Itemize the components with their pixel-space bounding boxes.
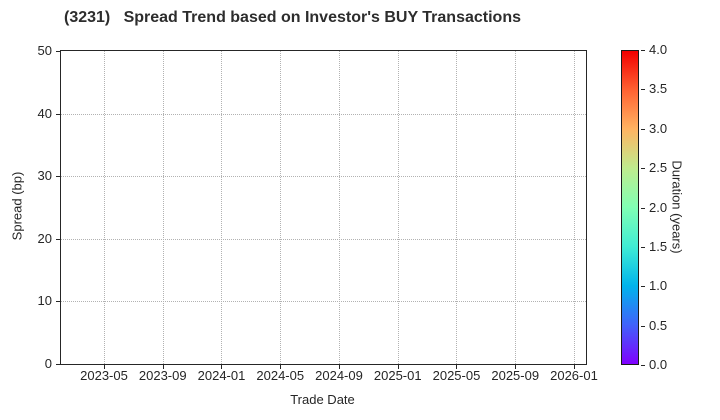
colorbar bbox=[621, 50, 639, 365]
x-tick-mark bbox=[573, 365, 575, 369]
y-tick-mark bbox=[56, 301, 60, 303]
gridline-x bbox=[456, 51, 458, 364]
gridline-x bbox=[103, 51, 105, 364]
chart-title: (3231) Spread Trend based on Investor's … bbox=[64, 9, 521, 26]
y-tick-mark bbox=[56, 113, 60, 115]
y-tick-label: 50 bbox=[37, 43, 52, 58]
y-tick-mark bbox=[56, 238, 60, 240]
colorbar-tick-mark bbox=[641, 168, 645, 170]
x-axis-label: Trade Date bbox=[290, 392, 355, 407]
colorbar-tick-mark bbox=[641, 50, 645, 51]
gridline-x bbox=[397, 51, 399, 364]
x-tick-mark bbox=[397, 365, 399, 369]
x-tick-label: 2025-05 bbox=[432, 368, 481, 383]
colorbar-tick-label: 3.5 bbox=[649, 81, 668, 97]
x-tick-label: 2023-09 bbox=[138, 368, 187, 383]
colorbar-tick-label: 1.5 bbox=[649, 238, 668, 254]
gridline-x bbox=[221, 51, 223, 364]
plot-area bbox=[60, 50, 587, 365]
y-tick-label: 40 bbox=[37, 105, 52, 121]
y-tick-label: 30 bbox=[37, 168, 52, 184]
colorbar-label: Duration (years) bbox=[669, 160, 685, 254]
x-tick-label: 2024-09 bbox=[315, 368, 363, 383]
y-tick-label: 20 bbox=[37, 230, 52, 246]
y-tick-mark bbox=[56, 51, 60, 52]
colorbar-tick-mark bbox=[641, 365, 645, 366]
y-tick-label: 0 bbox=[44, 356, 52, 371]
colorbar-tick-mark bbox=[641, 325, 645, 327]
gridline-y bbox=[61, 176, 586, 178]
x-tick-label: 2025-01 bbox=[373, 368, 422, 383]
x-tick-label: 2023-05 bbox=[80, 368, 128, 383]
x-tick-mark bbox=[221, 365, 223, 369]
colorbar-tick-label: 3.0 bbox=[649, 120, 668, 136]
gridline-x bbox=[162, 51, 164, 364]
x-tick-mark bbox=[456, 365, 458, 369]
colorbar-tick-label: 2.0 bbox=[649, 199, 668, 215]
y-tick-mark bbox=[56, 176, 60, 178]
gridline-x bbox=[280, 51, 282, 364]
colorbar-tick-label: 4.0 bbox=[649, 42, 668, 57]
x-tick-mark bbox=[162, 365, 164, 369]
x-tick-mark bbox=[515, 365, 517, 369]
colorbar-tick-label: 0.0 bbox=[649, 357, 668, 372]
x-tick-label: 2024-01 bbox=[197, 368, 246, 383]
colorbar-tick-mark bbox=[641, 286, 645, 288]
y-tick-mark bbox=[56, 364, 60, 365]
y-tick-label: 10 bbox=[37, 293, 52, 309]
x-tick-mark bbox=[338, 365, 340, 369]
colorbar-tick-label: 2.5 bbox=[649, 160, 668, 176]
x-tick-mark bbox=[103, 365, 105, 369]
colorbar-tick-mark bbox=[641, 246, 645, 248]
colorbar-tick-mark bbox=[641, 89, 645, 91]
gridline-x bbox=[338, 51, 340, 364]
colorbar-tick-label: 1.0 bbox=[649, 278, 668, 294]
colorbar-tick-mark bbox=[641, 207, 645, 209]
gridline-y bbox=[61, 301, 586, 303]
gridline-x bbox=[573, 51, 575, 364]
colorbar-tick-mark bbox=[641, 128, 645, 130]
x-tick-label: 2026-01 bbox=[550, 368, 598, 383]
x-tick-label: 2025-09 bbox=[491, 368, 540, 383]
gridline-x bbox=[515, 51, 517, 364]
gridline-y bbox=[61, 238, 586, 240]
x-tick-label: 2024-05 bbox=[256, 368, 305, 383]
colorbar-tick-label: 0.5 bbox=[649, 317, 668, 333]
x-tick-mark bbox=[280, 365, 282, 369]
gridline-y bbox=[61, 113, 586, 115]
